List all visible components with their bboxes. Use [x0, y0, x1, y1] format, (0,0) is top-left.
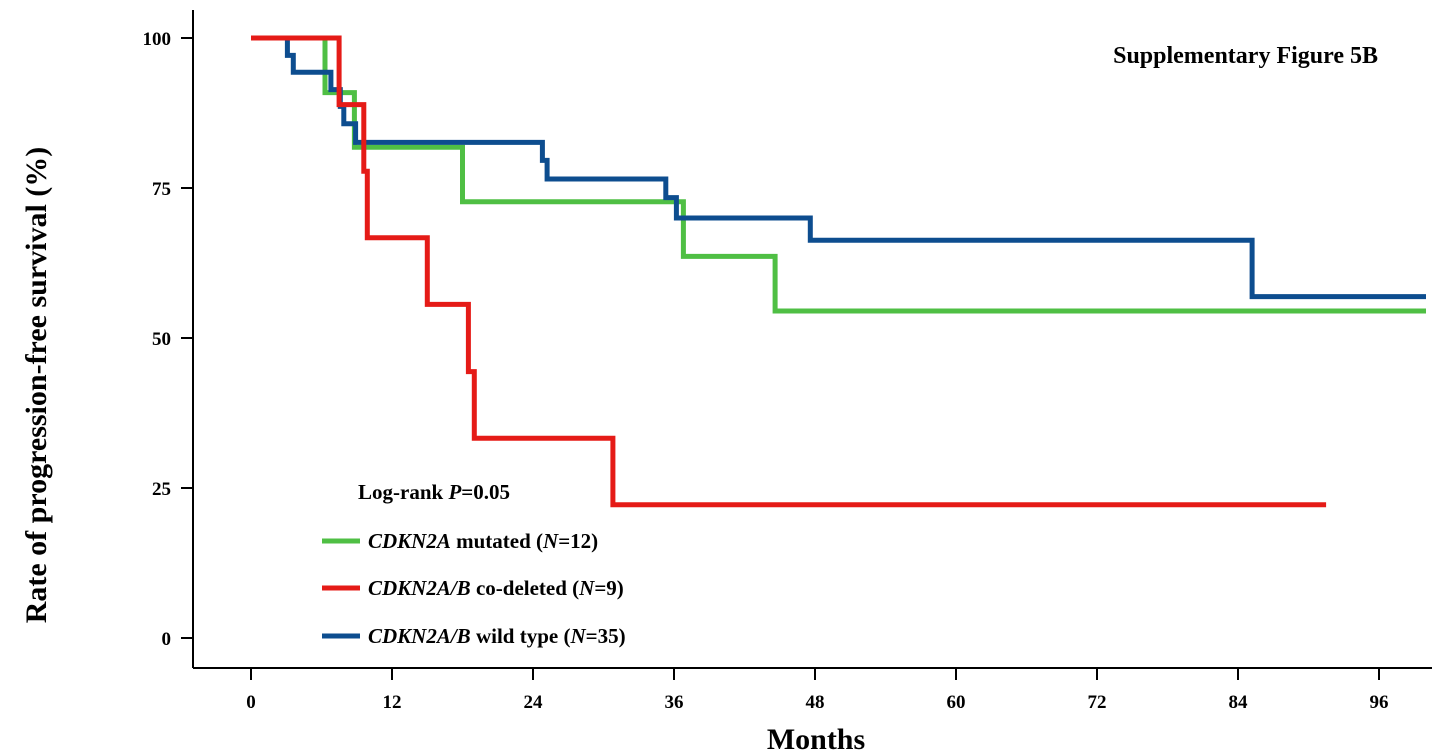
- series-line: [251, 35, 1426, 300]
- x-tick-label: 96: [1370, 692, 1389, 713]
- legend-label: CDKN2A/B co-deleted (N=9): [368, 576, 624, 600]
- y-tick-label: 75: [152, 179, 171, 200]
- x-tick-label: 0: [246, 692, 256, 713]
- y-tick-label: 100: [143, 29, 172, 50]
- x-tick-label: 36: [665, 692, 684, 713]
- y-tick-label: 0: [162, 629, 172, 650]
- legend-label: CDKN2A mutated (N=12): [368, 529, 598, 553]
- x-tick-label: 84: [1229, 692, 1249, 713]
- y-axis-title: Rate of progression-free survival (%): [20, 147, 53, 624]
- series-line: [251, 35, 1327, 508]
- x-tick-label: 72: [1088, 692, 1107, 713]
- x-tick-label: 24: [524, 692, 544, 713]
- figure-label: Supplementary Figure 5B: [1113, 43, 1378, 69]
- x-tick-label: 60: [947, 692, 966, 713]
- x-tick-label: 12: [383, 692, 402, 713]
- series-line: [251, 35, 1426, 314]
- survival-curves: [251, 35, 1426, 508]
- y-tick-label: 50: [152, 329, 171, 350]
- axes: 0 25 50 75 100 0 12 24 36 48 60 72 84 96: [143, 10, 1432, 713]
- legend: Log-rank P=0.05 CDKN2A mutated (N=12) CDKN…: [322, 480, 626, 648]
- legend-label: CDKN2A/B wild type (N=35): [368, 624, 626, 648]
- x-tick-label: 48: [806, 692, 825, 713]
- x-axis-title: Months: [767, 723, 865, 756]
- logrank-annotation: Log-rank P=0.05: [358, 480, 510, 504]
- y-tick-label: 25: [152, 479, 171, 500]
